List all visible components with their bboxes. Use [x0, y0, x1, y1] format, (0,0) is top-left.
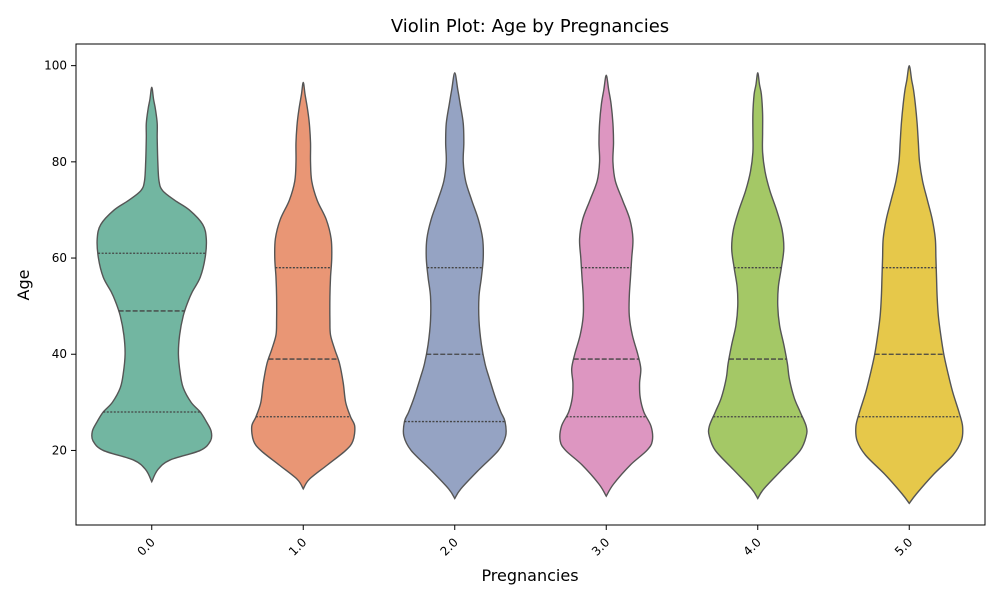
y-tick-label-80: 80: [52, 155, 67, 169]
violin-5.0: [855, 64, 964, 505]
violins-group: [91, 64, 964, 505]
y-tick-label-100: 100: [44, 59, 67, 73]
x-tick-label-3.0: 3.0: [589, 535, 612, 558]
y-tick-label-20: 20: [52, 443, 67, 457]
x-tick-label-0.0: 0.0: [134, 535, 157, 558]
y-tick-label-60: 60: [52, 251, 67, 265]
y-axis: 20 40 60 80 100: [44, 59, 76, 457]
x-axis-label: Pregnancies: [481, 566, 578, 585]
violin-0.0: [91, 86, 213, 484]
violin-1.0: [250, 81, 356, 491]
x-axis: 0.0 1.0 2.0 3.0 4.0 5.0: [134, 525, 915, 559]
violin-3.0: [559, 74, 654, 498]
violin-4.0: [707, 72, 808, 500]
x-tick-label-5.0: 5.0: [892, 535, 915, 558]
plot-area-frame: [75, 43, 986, 526]
x-tick-label-4.0: 4.0: [740, 535, 763, 558]
violin-2.0: [402, 72, 507, 500]
y-axis-label: Age: [14, 270, 33, 301]
y-tick-label-40: 40: [52, 347, 67, 361]
chart-title: Violin Plot: Age by Pregnancies: [391, 16, 669, 37]
x-tick-label-1.0: 1.0: [286, 535, 309, 558]
x-tick-label-2.0: 2.0: [437, 535, 460, 558]
